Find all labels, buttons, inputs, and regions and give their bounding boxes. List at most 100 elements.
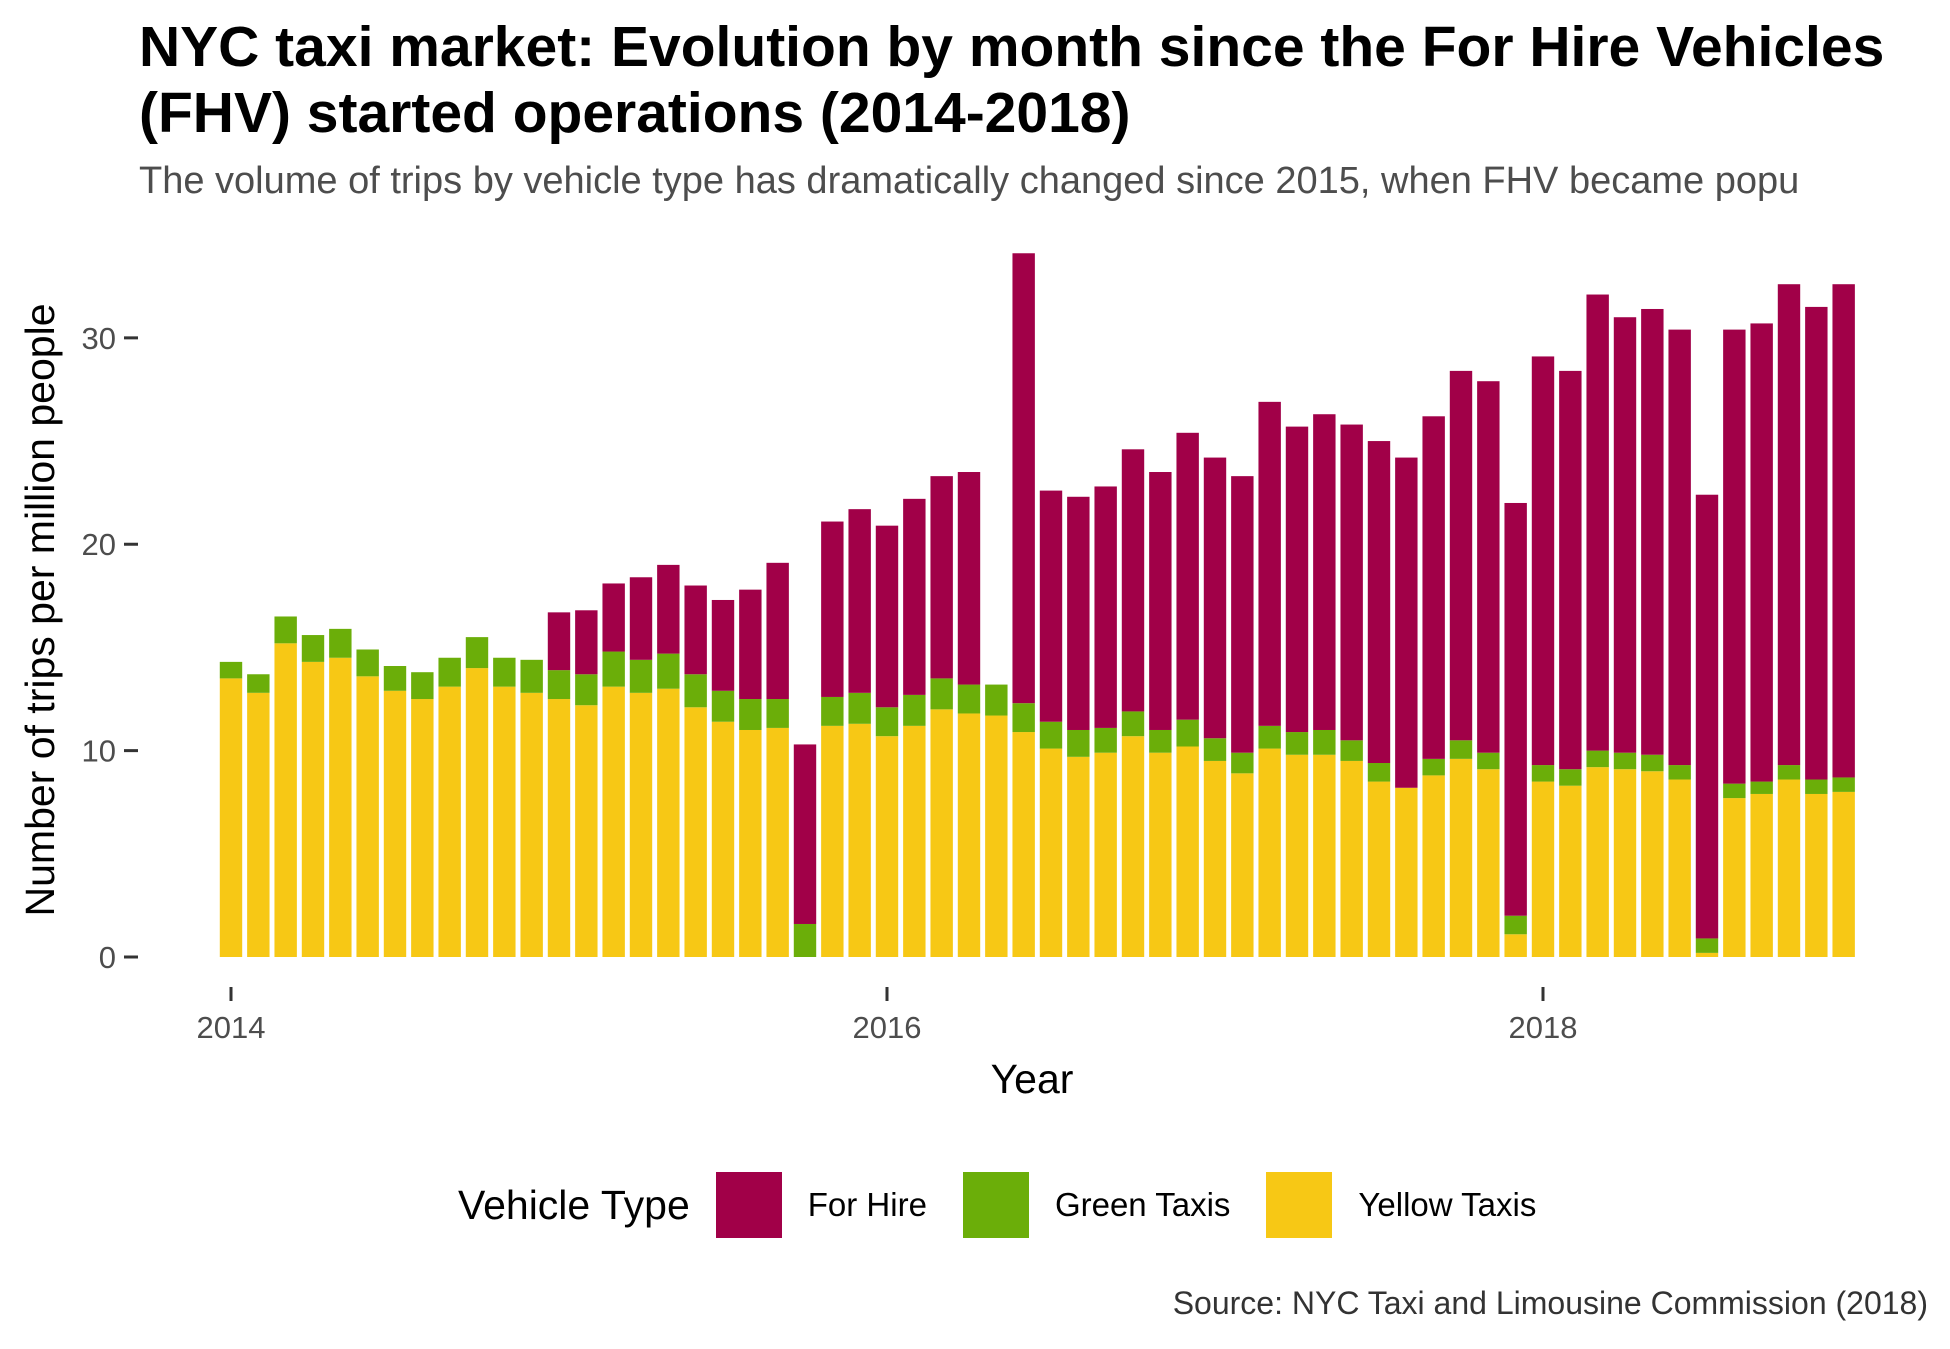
legend-key-yellow-taxis bbox=[1266, 1172, 1333, 1238]
bar-yellow-taxis-2014-06 bbox=[356, 676, 379, 957]
bar-green-taxis-2015-02 bbox=[575, 674, 598, 706]
legend-label-for-hire: For Hire bbox=[807, 1186, 927, 1223]
bar-green-taxis-2018-06 bbox=[1668, 765, 1691, 780]
bar-green-taxis-2014-07 bbox=[383, 666, 407, 691]
bar-for-hire-2017-11 bbox=[1477, 381, 1500, 753]
bar-green-taxis-2014-08 bbox=[411, 672, 434, 700]
bar-green-taxis-2015-09 bbox=[766, 699, 789, 728]
bar-green-taxis-2016-06 bbox=[1012, 703, 1035, 733]
bar-for-hire-2016-06 bbox=[1012, 253, 1035, 704]
bar-green-taxis-2018-09 bbox=[1750, 781, 1773, 794]
bar-green-taxis-2015-07 bbox=[711, 690, 735, 722]
bar-green-taxis-2017-04 bbox=[1285, 732, 1309, 755]
bar-green-taxis-2018-01 bbox=[1531, 765, 1555, 782]
bar-green-taxis-2016-09 bbox=[1094, 727, 1117, 753]
bar-for-hire-2018-12 bbox=[1832, 284, 1855, 778]
y-axis-label: Number of trips per million people bbox=[17, 304, 63, 917]
bar-green-taxis-2016-01 bbox=[875, 707, 899, 737]
legend: Vehicle Type For Hire Green Taxis Yellow… bbox=[458, 1172, 1572, 1238]
bar-green-taxis-2017-10 bbox=[1449, 740, 1473, 759]
bar-yellow-taxis-2016-09 bbox=[1094, 752, 1117, 957]
bar-yellow-taxis-2015-11 bbox=[821, 725, 844, 957]
bar-yellow-taxis-2014-07 bbox=[383, 690, 407, 957]
bar-yellow-taxis-2014-12 bbox=[520, 692, 543, 957]
bar-green-taxis-2015-08 bbox=[739, 699, 762, 730]
bar-yellow-taxis-2018-07 bbox=[1695, 952, 1719, 957]
bar-for-hire-2018-07 bbox=[1695, 494, 1719, 939]
bar-green-taxis-2015-04 bbox=[629, 659, 653, 693]
bar-yellow-taxis-2014-05 bbox=[329, 657, 352, 957]
bar-yellow-taxis-2018-06 bbox=[1668, 779, 1691, 957]
bar-yellow-taxis-2018-12 bbox=[1832, 791, 1855, 957]
bar-for-hire-2018-08 bbox=[1723, 329, 1746, 784]
bar-for-hire-2017-07 bbox=[1367, 441, 1391, 764]
bar-green-taxis-2018-10 bbox=[1777, 765, 1801, 780]
bar-green-taxis-2015-12 bbox=[848, 692, 871, 724]
bar-yellow-taxis-2014-08 bbox=[411, 699, 434, 957]
bar-green-taxis-2014-04 bbox=[301, 635, 325, 662]
legend-item-for-hire: For Hire bbox=[715, 1172, 927, 1238]
bar-yellow-taxis-2016-06 bbox=[1012, 732, 1035, 957]
bar-green-taxis-2014-02 bbox=[247, 674, 270, 693]
bar-green-taxis-2018-07 bbox=[1695, 938, 1719, 953]
bar-for-hire-2015-08 bbox=[739, 589, 762, 700]
bar-for-hire-2015-05 bbox=[657, 564, 680, 654]
bar-yellow-taxis-2017-08 bbox=[1395, 787, 1418, 957]
bar-for-hire-2015-10 bbox=[793, 744, 817, 924]
bar-green-taxis-2014-03 bbox=[274, 616, 297, 644]
x-tick-label-2018: 2018 bbox=[1509, 1010, 1578, 1045]
y-axis: 0 10 20 30 bbox=[82, 321, 138, 975]
bar-green-taxis-2017-02 bbox=[1231, 752, 1254, 774]
legend-key-for-hire bbox=[715, 1172, 782, 1238]
bar-for-hire-2015-06 bbox=[684, 585, 707, 675]
bar-yellow-taxis-2017-02 bbox=[1231, 773, 1254, 957]
bar-green-taxis-2017-06 bbox=[1340, 740, 1363, 761]
bar-yellow-taxis-2015-09 bbox=[766, 727, 789, 957]
bar-yellow-taxis-2016-07 bbox=[1039, 748, 1063, 957]
bar-green-taxis-2018-02 bbox=[1559, 769, 1582, 786]
bar-yellow-taxis-2017-01 bbox=[1203, 760, 1227, 957]
bar-yellow-taxis-2016-03 bbox=[930, 709, 953, 957]
bar-yellow-taxis-2015-05 bbox=[657, 688, 680, 957]
bar-yellow-taxis-2017-11 bbox=[1477, 769, 1500, 957]
bar-green-taxis-2018-11 bbox=[1805, 779, 1828, 794]
bar-for-hire-2016-02 bbox=[903, 498, 926, 695]
bar-yellow-taxis-2015-03 bbox=[602, 686, 625, 957]
bar-green-taxis-2018-08 bbox=[1723, 783, 1746, 799]
bar-for-hire-2017-01 bbox=[1203, 457, 1227, 739]
bar-yellow-taxis-2015-06 bbox=[684, 707, 707, 957]
bar-green-taxis-2015-05 bbox=[657, 653, 680, 689]
legend-title: Vehicle Type bbox=[458, 1181, 690, 1228]
bar-for-hire-2017-12 bbox=[1504, 502, 1527, 916]
bar-green-taxis-2018-05 bbox=[1641, 754, 1664, 772]
bar-for-hire-2016-01 bbox=[875, 525, 899, 708]
bar-for-hire-2016-11 bbox=[1149, 472, 1172, 730]
bar-for-hire-2015-04 bbox=[629, 577, 653, 660]
bar-yellow-taxis-2014-11 bbox=[493, 686, 516, 957]
bar-for-hire-2018-05 bbox=[1641, 308, 1664, 755]
bar-for-hire-2017-04 bbox=[1285, 426, 1309, 733]
bar-yellow-taxis-2017-05 bbox=[1313, 754, 1336, 957]
bar-green-taxis-2016-04 bbox=[957, 684, 981, 714]
bar-for-hire-2015-01 bbox=[547, 612, 571, 671]
y-tick-label-20: 20 bbox=[82, 527, 116, 562]
legend-item-green-taxis: Green Taxis bbox=[962, 1172, 1230, 1238]
bar-yellow-taxis-2017-12 bbox=[1504, 934, 1527, 957]
bar-green-taxis-2016-02 bbox=[903, 694, 926, 726]
y-tick-label-0: 0 bbox=[99, 940, 116, 975]
bar-green-taxis-2016-05 bbox=[985, 684, 1008, 716]
bar-for-hire-2017-06 bbox=[1340, 424, 1363, 741]
bar-yellow-taxis-2017-04 bbox=[1285, 754, 1309, 957]
bar-for-hire-2018-11 bbox=[1805, 306, 1828, 780]
bar-yellow-taxis-2018-08 bbox=[1723, 798, 1746, 957]
bar-green-taxis-2017-12 bbox=[1504, 915, 1527, 935]
chart-title: NYC taxi market: Evolution by month sinc… bbox=[139, 15, 1885, 145]
bar-green-taxis-2014-11 bbox=[493, 657, 516, 687]
bar-yellow-taxis-2017-10 bbox=[1449, 758, 1473, 957]
bar-for-hire-2016-03 bbox=[930, 476, 953, 679]
bar-green-taxis-2017-01 bbox=[1203, 738, 1227, 761]
bar-for-hire-2016-10 bbox=[1121, 449, 1145, 712]
bar-for-hire-2015-03 bbox=[602, 583, 625, 652]
bar-green-taxis-2015-11 bbox=[821, 696, 844, 726]
bar-green-taxis-2018-12 bbox=[1832, 777, 1855, 792]
